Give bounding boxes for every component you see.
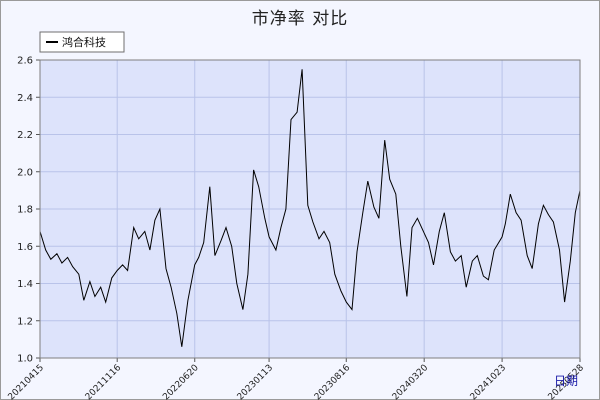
chart-title: 市净率 对比 [251,9,349,29]
x-axis-label: 日期 [554,374,578,388]
x-tick-label: 20210415 [7,363,46,400]
y-tick-label: 2.4 [17,93,33,104]
x-tick-label: 20230113 [236,363,275,400]
y-tick-label: 1.6 [17,242,33,253]
y-axis-ticks: 1.0 1.2 1.4 1.6 1.8 2.0 2.2 2.4 2.6 [17,56,40,365]
x-tick-label: 20230816 [313,363,353,400]
legend-box [39,31,125,53]
y-tick-label: 1.4 [17,279,33,290]
x-tick-label: 20211116 [84,363,124,400]
y-tick-label: 2.2 [17,130,33,141]
x-tick-label: 20220620 [161,363,201,400]
y-tick-label: 1.2 [17,316,33,327]
legend: 鸿合科技 [39,31,125,53]
y-tick-label: 1.0 [17,354,33,365]
x-axis-ticks: 20210415 20211116 20220620 20230113 20230816… [7,358,586,400]
legend-label: 鸿合科技 [62,35,106,49]
x-tick-label: 20241023 [469,363,508,400]
y-tick-label: 1.8 [17,205,33,216]
x-tick-label: 20240320 [391,363,431,400]
y-tick-label: 2.6 [17,56,33,67]
plot-border [39,59,581,359]
series-line [39,69,581,347]
y-tick-label: 2.0 [17,167,33,178]
